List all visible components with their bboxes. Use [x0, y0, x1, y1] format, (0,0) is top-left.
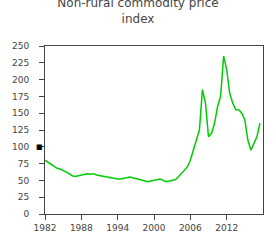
svg-text:225: 225	[12, 58, 29, 68]
svg-text:75: 75	[18, 159, 29, 169]
svg-text:1994: 1994	[106, 223, 129, 233]
svg-text:200: 200	[12, 75, 29, 85]
svg-text:2006: 2006	[179, 223, 202, 233]
svg-text:50: 50	[18, 176, 30, 186]
svg-text:125: 125	[12, 125, 29, 135]
svg-text:100: 100	[12, 142, 29, 152]
svg-text:1988: 1988	[70, 223, 93, 233]
svg-text:175: 175	[12, 92, 29, 102]
svg-text:2012: 2012	[215, 223, 238, 233]
svg-text:0: 0	[23, 209, 29, 219]
svg-text:250: 250	[12, 41, 29, 51]
svg-text:Non-rural commodity priceindex: Non-rural commodity priceindex	[57, 0, 218, 26]
svg-text:1982: 1982	[34, 223, 57, 233]
svg-text:150: 150	[12, 108, 29, 118]
svg-text:■: ■	[36, 143, 43, 151]
svg-text:2000: 2000	[143, 223, 166, 233]
svg-text:25: 25	[18, 192, 29, 202]
